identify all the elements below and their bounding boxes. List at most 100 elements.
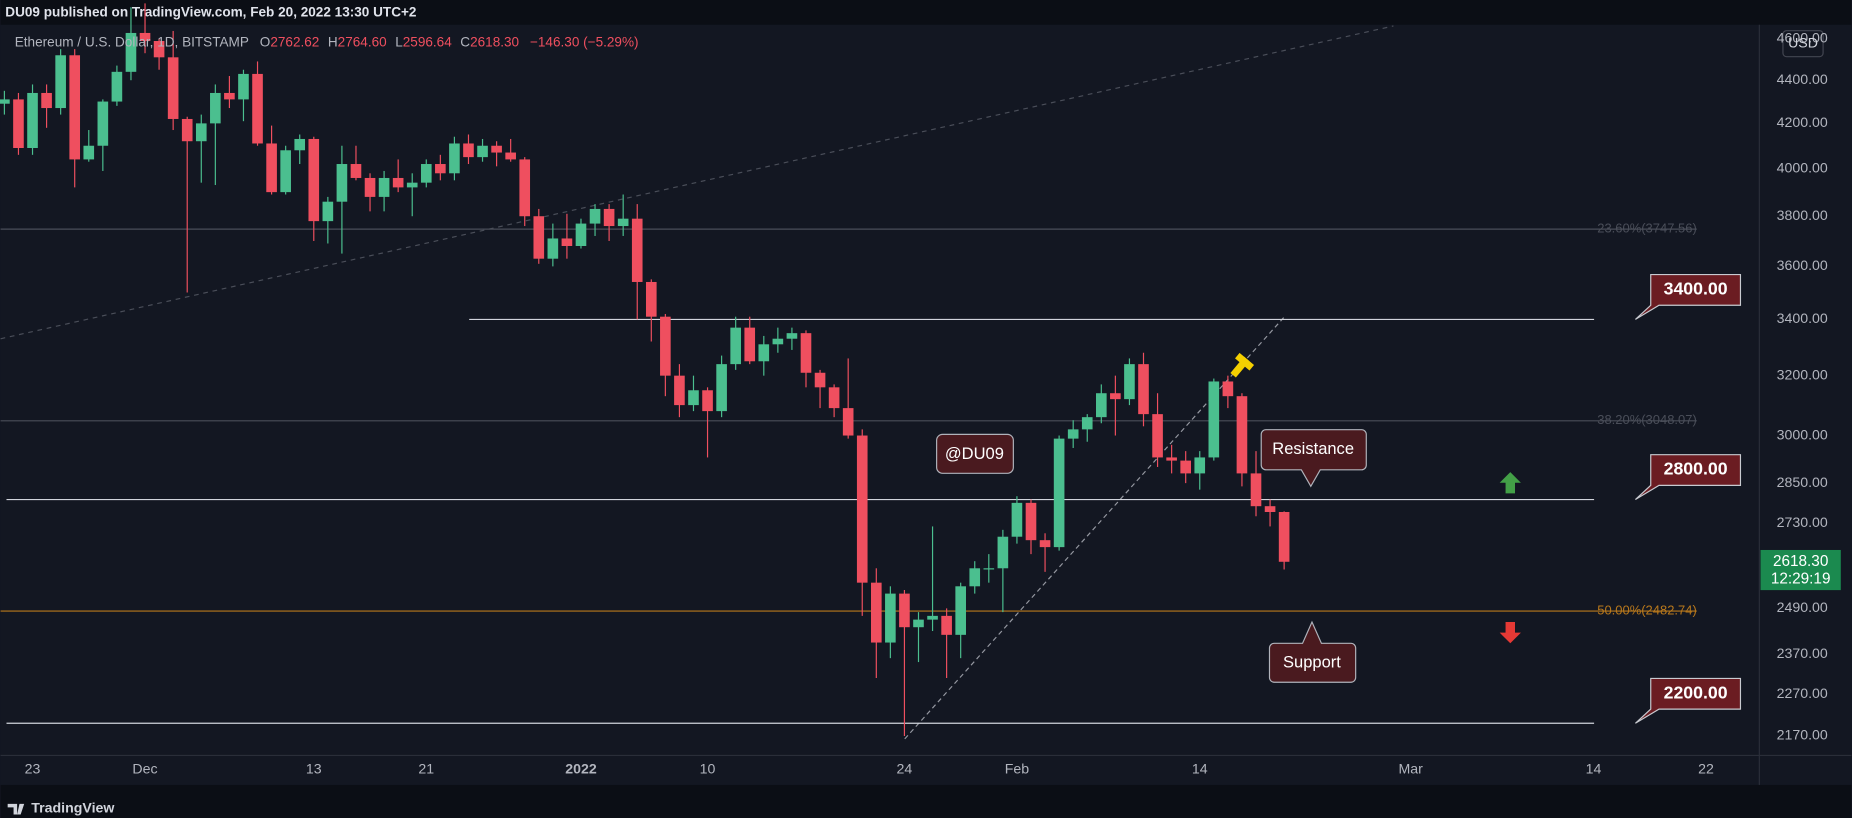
- candle-body: [1194, 457, 1206, 474]
- candle-body: [294, 138, 306, 151]
- candle-body: [969, 568, 981, 587]
- candle-body: [800, 333, 812, 373]
- candle-body: [435, 164, 446, 174]
- candle-body: [575, 223, 587, 246]
- candle-body: [83, 145, 95, 160]
- axes: 4600.00 4400.00 4200.00 4000.00 3800.00 3600.…: [25, 31, 1841, 777]
- candle-body: [1236, 396, 1248, 474]
- legend-key: H: [328, 34, 338, 49]
- legend-change: −146.30 (−5.29%): [530, 34, 639, 49]
- x-tick-label: 14: [1586, 761, 1602, 777]
- candle-body: [1096, 393, 1107, 418]
- candle-body: [1250, 473, 1262, 507]
- candle-body: [1053, 438, 1065, 548]
- candle-body: [1152, 414, 1163, 458]
- header: DU09 published on TradingView.com, Feb 2…: [5, 5, 416, 20]
- candle-body: [1039, 540, 1051, 548]
- candle-body: [181, 118, 193, 142]
- candle-body: [420, 164, 432, 183]
- candle-body: [660, 316, 671, 376]
- last-price-label: 2618.30: [1773, 553, 1828, 570]
- candle-body: [1222, 381, 1234, 397]
- candle-body: [941, 615, 952, 635]
- footer: TradingView: [31, 800, 115, 816]
- candle-body: [885, 593, 896, 643]
- level-label: 3400.00: [1664, 279, 1728, 299]
- candle-body: [702, 390, 713, 412]
- candle-body: [758, 344, 770, 362]
- candle-body: [730, 327, 741, 365]
- candle-body: [280, 150, 291, 193]
- candle-body: [589, 208, 601, 224]
- candle-body: [322, 201, 334, 222]
- down-arrow: [1499, 622, 1521, 644]
- candle-body: [814, 372, 826, 388]
- candle-body: [955, 586, 966, 635]
- candle-body: [167, 57, 179, 119]
- candle-body: [1081, 417, 1093, 430]
- candle-body: [1067, 429, 1079, 439]
- annotation: Support: [1283, 653, 1341, 672]
- candle-body: [533, 216, 545, 259]
- candle-body: [927, 615, 938, 620]
- legend-value: 2762.62: [270, 34, 319, 49]
- annotation-box: [936, 433, 1014, 474]
- legend-key: O: [260, 34, 271, 49]
- y-tick-label: 3800.00: [1777, 208, 1828, 224]
- candle-body: [1278, 512, 1290, 562]
- candle-body: [1110, 393, 1121, 400]
- candle-body: [744, 327, 756, 362]
- candle-body: [224, 92, 235, 100]
- trend-line: [904, 315, 1286, 740]
- candle-body: [449, 143, 460, 174]
- candle-body: [392, 177, 404, 188]
- x-tick-label: 22: [1698, 761, 1714, 777]
- x-tick-label: 13: [306, 761, 322, 777]
- candle-body: [491, 145, 502, 153]
- x-tick-label: Mar: [1399, 761, 1424, 777]
- legend-value: 2596.64: [403, 34, 452, 49]
- candle-body: [772, 338, 784, 345]
- x-tick-label: 23: [25, 761, 41, 777]
- candle-body: [406, 182, 418, 188]
- candle-body: [378, 177, 390, 197]
- candle-body: [195, 123, 207, 142]
- candle-body: [1011, 502, 1023, 537]
- candle-body: [477, 145, 488, 158]
- currency-badge: [1782, 30, 1824, 58]
- legend-key: L: [395, 34, 403, 49]
- candle-body: [336, 164, 348, 202]
- legend-value: 2764.60: [338, 34, 387, 49]
- x-tick-label: 14: [1192, 761, 1208, 777]
- y-tick-label: 4200.00: [1777, 115, 1828, 131]
- candle-body: [617, 218, 629, 227]
- y-tick-label: 3600.00: [1777, 258, 1828, 274]
- drawings-over: @DU09 Resistance Support 3400.00 2800.00 2…: [936, 273, 1742, 724]
- candle-body: [27, 92, 38, 149]
- candle-body: [856, 435, 868, 583]
- level-tag: [1635, 677, 1742, 724]
- countdown: 12:29:19: [1771, 571, 1831, 588]
- annotation: Resistance: [1272, 439, 1354, 458]
- candle-body: [1138, 364, 1149, 415]
- candle-body: [716, 364, 727, 412]
- candle-body: [266, 143, 277, 193]
- legend: Ethereum / U.S. Dollar, 1D, BITSTAMP O27…: [15, 34, 639, 49]
- level-label: 2800.00: [1664, 459, 1728, 479]
- y-tick-label: 2270.00: [1777, 686, 1828, 702]
- candle-body: [1208, 381, 1220, 458]
- currency: USD: [1788, 35, 1818, 51]
- candle-body: [1025, 502, 1037, 541]
- legend-value: 2618.30: [470, 34, 519, 49]
- footer-bar: [0, 784, 1852, 818]
- candle-body: [688, 390, 699, 406]
- level-tag: [1635, 273, 1742, 320]
- x-tick-label: 24: [897, 761, 913, 777]
- candle-body: [1180, 460, 1192, 474]
- candle-body: [1124, 364, 1135, 400]
- y-tick-label: 4600.00: [1777, 31, 1828, 47]
- candle-body: [252, 73, 263, 144]
- candle-body: [69, 55, 81, 160]
